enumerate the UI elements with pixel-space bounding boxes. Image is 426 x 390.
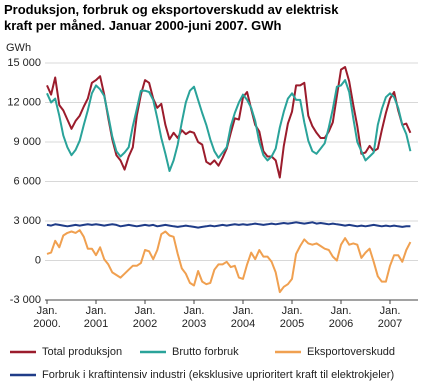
y-tick-label: 12 000 — [7, 96, 41, 108]
series-line — [46, 229, 412, 294]
y-tick-label: 6 000 — [13, 175, 41, 187]
x-tick-label: Jan. 2007 — [377, 305, 403, 330]
legend-label: Total produksjon — [42, 346, 122, 358]
x-tick-label: Jan. 2000. — [33, 305, 61, 330]
y-tick-label: -3 000 — [10, 294, 41, 306]
x-tick-label: Jan. 2003 — [181, 305, 207, 330]
x-tick-label: Jan. 2006 — [328, 305, 354, 330]
y-tick-label: 9 000 — [13, 136, 41, 148]
series-line — [46, 66, 412, 179]
y-tick-label: 15 000 — [7, 57, 41, 69]
legend-label: Eksportoverskudd — [307, 346, 395, 358]
legend-label: Forbruk i kraftintensiv industri (eksklu… — [42, 369, 394, 381]
y-axis-label: GWh — [6, 42, 31, 54]
y-tick-label: 0 — [35, 254, 41, 266]
series-line — [46, 79, 412, 172]
legend-label: Brutto forbruk — [172, 346, 239, 358]
x-tick-label: Jan. 2004 — [230, 305, 256, 330]
x-tick-label: Jan. 2001 — [83, 305, 109, 330]
x-tick-label: Jan. 2002 — [132, 305, 158, 330]
series-line — [46, 221, 411, 229]
y-tick-label: 3 000 — [13, 215, 41, 227]
x-tick-label: Jan. 2005 — [279, 305, 305, 330]
chart-title: Produksjon, forbruk og eksportoverskudd … — [4, 2, 339, 33]
